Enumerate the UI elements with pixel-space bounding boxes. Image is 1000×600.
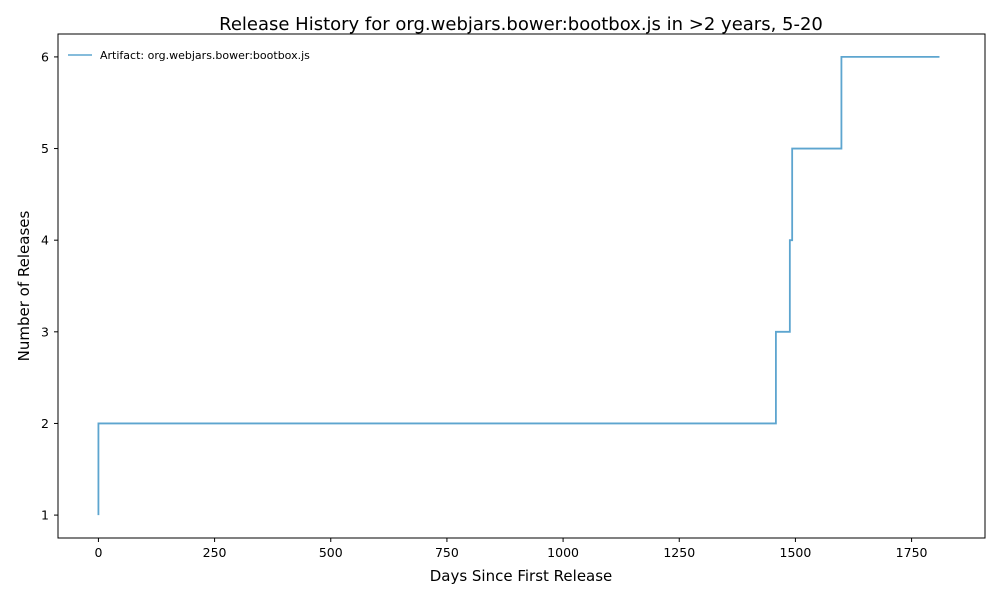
y-tick-label: 5 — [41, 141, 49, 156]
series-lines — [97, 56, 940, 516]
plot-frame — [57, 33, 986, 539]
y-axis-ticks: 1 2 3 4 5 6 — [41, 49, 58, 523]
x-tick-label: 0 — [94, 545, 102, 560]
x-tick-label: 1750 — [896, 545, 928, 560]
legend-label: Artifact: org.webjars.bower:bootbox.js — [100, 49, 310, 62]
x-tick-label: 500 — [319, 545, 343, 560]
x-axis-label: Days Since First Release — [430, 567, 613, 585]
plot-area — [57, 33, 986, 539]
legend: Artifact: org.webjars.bower:bootbox.js — [68, 49, 310, 62]
series-line — [97, 56, 940, 516]
x-tick-label: 750 — [435, 545, 459, 560]
y-tick-label: 6 — [41, 49, 49, 64]
y-tick-label: 3 — [41, 324, 49, 339]
x-tick-label: 1500 — [780, 545, 812, 560]
y-tick-label: 2 — [41, 416, 49, 431]
x-axis-ticks: 0 250 500 750 1000 1250 1500 1750 — [94, 538, 928, 560]
y-axis-label: Number of Releases — [15, 210, 33, 361]
chart-title: Release History for org.webjars.bower:bo… — [219, 14, 823, 35]
y-tick-label: 4 — [41, 233, 49, 248]
y-tick-label: 1 — [41, 508, 49, 523]
x-tick-label: 1250 — [663, 545, 695, 560]
x-tick-label: 250 — [203, 545, 227, 560]
x-tick-label: 1000 — [547, 545, 579, 560]
